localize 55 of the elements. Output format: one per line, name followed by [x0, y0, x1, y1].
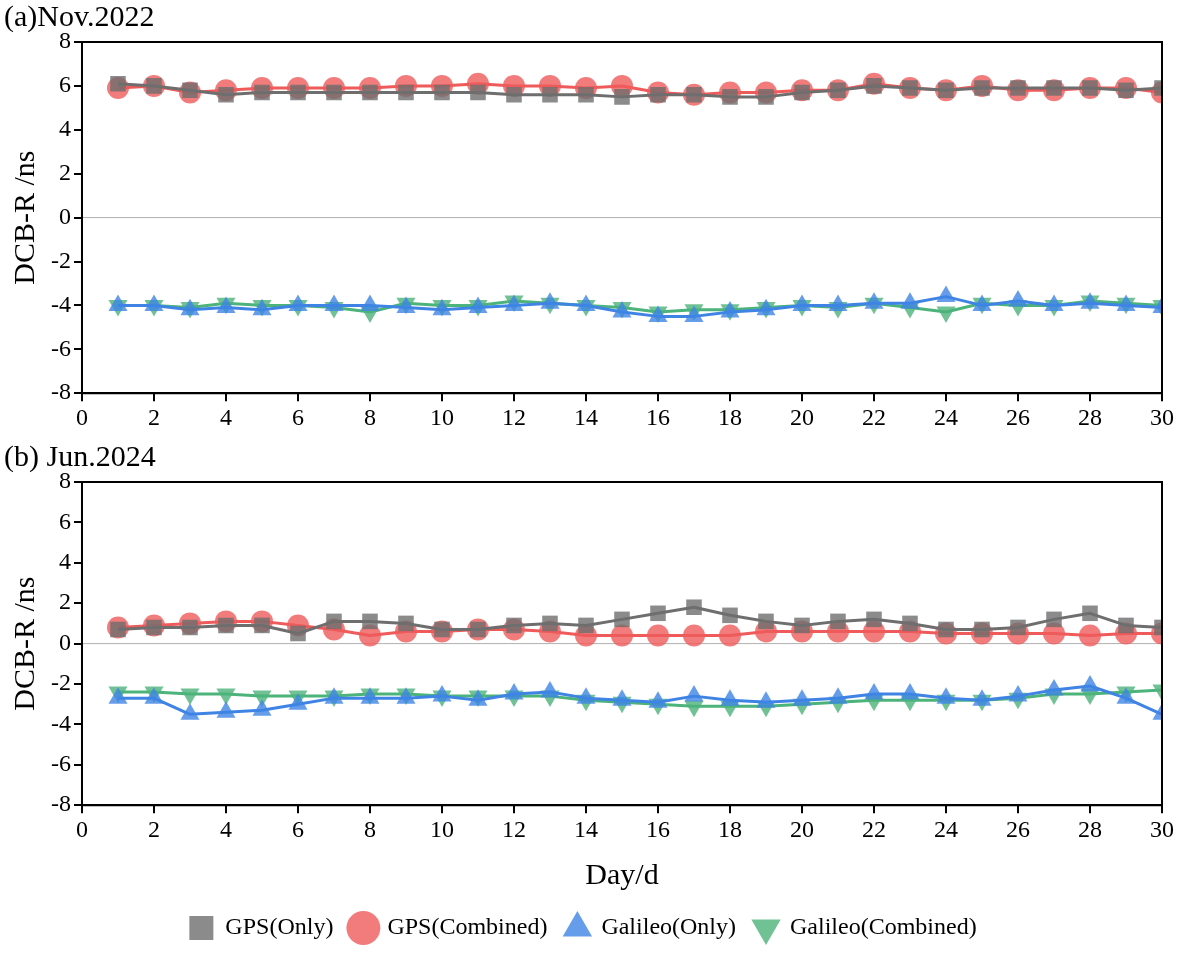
x-tick-label: 8 — [363, 403, 376, 430]
x-tick-label: 2 — [147, 403, 160, 430]
x-tick-label: 10 — [429, 815, 454, 842]
x-tick-label: 16 — [646, 815, 670, 842]
x-tick-label: 20 — [790, 815, 814, 842]
x-tick-label: 26 — [1006, 815, 1030, 842]
legend-label: GPS(Combined) — [387, 913, 548, 940]
y-tick-label: 2 — [58, 588, 71, 615]
y-tick-label: 0 — [58, 202, 71, 229]
x-tick-label: 6 — [291, 403, 304, 430]
x-tick-label: 12 — [502, 815, 526, 842]
x-tick-label: 14 — [574, 403, 598, 430]
x-tick-label: 0 — [75, 815, 88, 842]
legend-label: Galileo(Only) — [601, 913, 737, 940]
x-tick-label: 26 — [1006, 403, 1030, 430]
x-tick-label: 28 — [1078, 815, 1102, 842]
y-tick-label: 4 — [58, 548, 71, 575]
x-tick-label: 22 — [862, 815, 886, 842]
x-tick-label: 24 — [934, 815, 958, 842]
x-tick-label: 30 — [1150, 403, 1174, 430]
x-tick-label: 6 — [291, 815, 304, 842]
y-tick-label: 6 — [58, 71, 71, 98]
y-tick-label: -2 — [50, 246, 71, 273]
y-tick-label: -6 — [50, 750, 71, 777]
y-axis-title: DCB-R /ns — [6, 576, 40, 711]
x-tick-label: 18 — [718, 815, 742, 842]
y-tick-label: 2 — [58, 159, 71, 185]
x-tick-label: 24 — [934, 403, 958, 430]
y-tick-label: 6 — [58, 507, 71, 534]
x-tick-label: 2 — [147, 815, 160, 842]
x-tick-label: 4 — [219, 815, 232, 842]
x-axis-title: Day/d — [585, 856, 659, 890]
x-tick-label: 22 — [862, 403, 886, 430]
x-tick-label: 30 — [1150, 815, 1174, 842]
x-tick-label: 14 — [574, 815, 598, 842]
x-tick-label: 4 — [219, 403, 232, 430]
y-tick-label: 4 — [58, 115, 71, 142]
y-tick-label: -6 — [50, 334, 71, 361]
y-tick-label: -4 — [50, 290, 71, 317]
x-tick-label: 20 — [790, 403, 814, 430]
x-tick-label: 0 — [75, 403, 88, 430]
y-tick-label: 0 — [58, 628, 71, 655]
x-tick-label: 28 — [1078, 403, 1102, 430]
y-tick-label: -2 — [50, 669, 71, 696]
y-tick-label: -8 — [50, 790, 71, 817]
x-tick-label: 8 — [363, 815, 376, 842]
x-tick-label: 16 — [646, 403, 670, 430]
x-tick-label: 12 — [502, 403, 526, 430]
x-tick-label: 18 — [718, 403, 742, 430]
x-tick-label: 10 — [429, 403, 454, 430]
y-axis-title: DCB-R /ns — [6, 150, 40, 285]
legend-label: Galileo(Combined) — [790, 913, 977, 940]
y-tick-label: -8 — [50, 378, 71, 405]
legend-label: GPS(Only) — [225, 913, 334, 940]
y-tick-label: -4 — [50, 709, 71, 736]
